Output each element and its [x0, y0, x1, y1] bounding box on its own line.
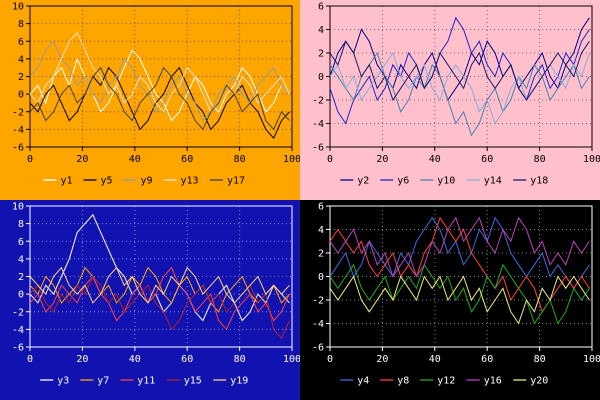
svg-text:100: 100 [283, 154, 300, 165]
svg-text:6: 6 [318, 202, 324, 213]
svg-text:-2: -2 [312, 296, 324, 307]
svg-text:0: 0 [318, 72, 324, 83]
svg-text:0: 0 [27, 154, 33, 165]
svg-text:100: 100 [583, 354, 600, 365]
svg-text:80: 80 [234, 354, 246, 365]
svg-text:2: 2 [18, 272, 24, 283]
svg-text:-6: -6 [312, 143, 324, 154]
svg-text:-2: -2 [12, 307, 24, 318]
svg-text:-4: -4 [12, 325, 24, 336]
svg-text:40: 40 [429, 154, 441, 165]
svg-text:y4: y4 [357, 376, 369, 387]
svg-text:y18: y18 [530, 176, 548, 187]
svg-text:y10: y10 [437, 176, 455, 187]
svg-text:-6: -6 [12, 343, 24, 354]
svg-text:y5: y5 [101, 176, 113, 187]
svg-text:y8: y8 [397, 376, 409, 387]
svg-text:40: 40 [129, 354, 141, 365]
svg-text:20: 20 [76, 354, 88, 365]
svg-text:-6: -6 [312, 343, 324, 354]
svg-text:60: 60 [481, 354, 493, 365]
svg-text:80: 80 [534, 154, 546, 165]
svg-text:y20: y20 [530, 376, 548, 387]
svg-text:0: 0 [318, 272, 324, 283]
svg-text:60: 60 [181, 354, 193, 365]
svg-text:6: 6 [18, 237, 24, 248]
svg-text:4: 4 [318, 25, 324, 36]
svg-text:-2: -2 [12, 107, 24, 118]
svg-text:-4: -4 [12, 125, 24, 136]
svg-text:y16: y16 [484, 376, 502, 387]
chart-bottom-right: 6 4 2 0 -2 -4 -6 0 20 40 60 80 100 y4 y8 y12 y16 y20 [300, 200, 600, 400]
svg-text:y2: y2 [357, 176, 369, 187]
svg-text:y1: y1 [61, 176, 73, 187]
svg-text:6: 6 [18, 37, 24, 48]
svg-text:y6: y6 [397, 176, 409, 187]
svg-text:y14: y14 [484, 176, 502, 187]
svg-text:0: 0 [27, 354, 33, 365]
svg-text:y7: y7 [97, 376, 109, 387]
svg-text:y9: y9 [141, 176, 153, 187]
svg-text:6: 6 [318, 2, 324, 13]
svg-text:-4: -4 [312, 119, 324, 130]
svg-text:-2: -2 [312, 96, 324, 107]
chart-top-left: 10 8 6 4 2 0 -2 -4 -6 0 20 40 60 80 100 y1 y5 y9 y13 y17 [0, 0, 300, 200]
svg-text:y12: y12 [437, 376, 455, 387]
svg-text:y13: y13 [181, 176, 199, 187]
svg-text:80: 80 [234, 154, 246, 165]
svg-text:8: 8 [18, 19, 24, 30]
svg-text:60: 60 [181, 154, 193, 165]
svg-text:4: 4 [18, 54, 24, 65]
svg-text:10: 10 [12, 2, 24, 13]
chart-top-right: 6 4 2 0 -2 -4 -6 0 20 40 60 80 100 y2 y6 y10 y14 y18 [300, 0, 600, 200]
svg-text:8: 8 [18, 219, 24, 230]
svg-text:y3: y3 [57, 376, 69, 387]
svg-text:20: 20 [76, 154, 88, 165]
svg-text:2: 2 [18, 72, 24, 83]
svg-text:20: 20 [376, 354, 388, 365]
svg-text:-6: -6 [12, 143, 24, 154]
svg-text:0: 0 [327, 354, 333, 365]
svg-text:2: 2 [318, 49, 324, 60]
svg-text:100: 100 [583, 154, 600, 165]
svg-text:y17: y17 [227, 176, 245, 187]
svg-text:4: 4 [318, 225, 324, 236]
svg-text:60: 60 [481, 154, 493, 165]
svg-text:-4: -4 [312, 319, 324, 330]
svg-text:y15: y15 [184, 376, 202, 387]
svg-text:0: 0 [18, 290, 24, 301]
svg-text:40: 40 [429, 354, 441, 365]
svg-text:4: 4 [18, 254, 24, 265]
svg-text:y19: y19 [230, 376, 248, 387]
svg-text:20: 20 [376, 154, 388, 165]
svg-text:10: 10 [12, 202, 24, 213]
svg-text:y11: y11 [137, 376, 155, 387]
svg-text:2: 2 [318, 249, 324, 260]
svg-text:80: 80 [534, 354, 546, 365]
svg-text:0: 0 [327, 154, 333, 165]
svg-text:40: 40 [129, 154, 141, 165]
svg-text:0: 0 [18, 90, 24, 101]
chart-bottom-left: 10 8 6 4 2 0 -2 -4 -6 0 20 40 60 80 100 y3 y7 y11 y15 y19 [0, 200, 300, 400]
svg-text:100: 100 [283, 354, 300, 365]
